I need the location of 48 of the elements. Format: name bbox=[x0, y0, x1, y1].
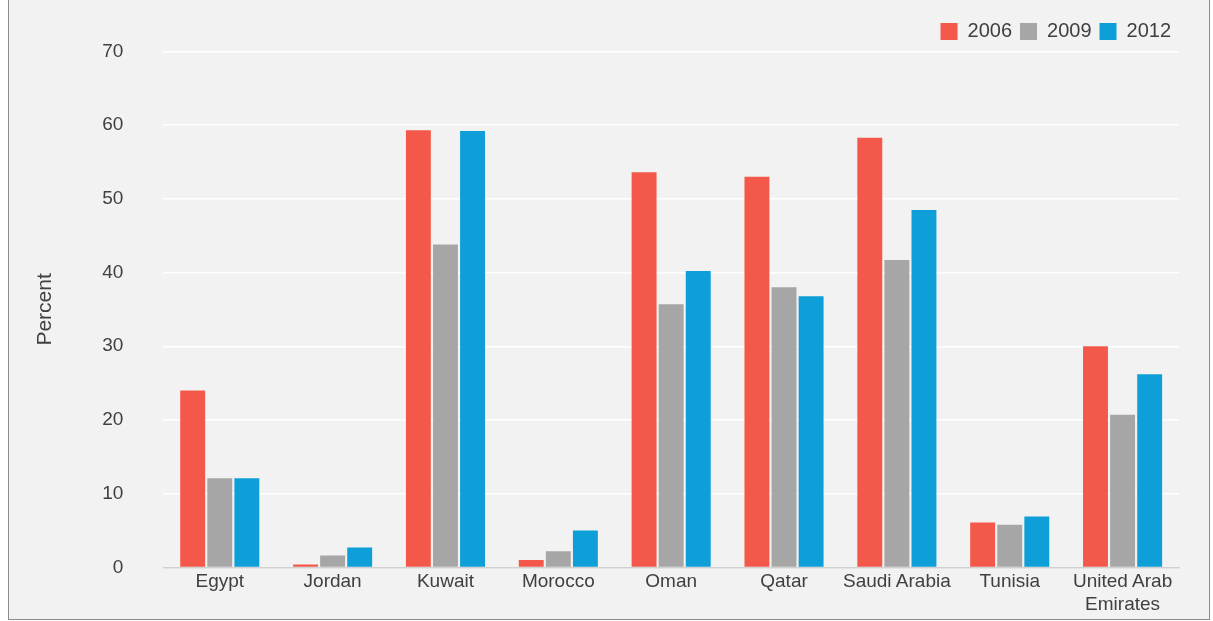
x-tick-label: Saudi Arabia bbox=[843, 570, 952, 592]
bar bbox=[234, 478, 260, 567]
bar bbox=[180, 390, 206, 567]
bar bbox=[884, 260, 910, 567]
bar bbox=[1110, 414, 1136, 567]
y-tick-label: 0 bbox=[112, 555, 124, 577]
y-tick-label: 30 bbox=[102, 334, 124, 356]
bar bbox=[631, 172, 657, 567]
y-axis-title: Percent bbox=[32, 273, 56, 346]
y-tick-label: 70 bbox=[102, 39, 124, 61]
y-tick-label: 10 bbox=[102, 481, 124, 503]
legend-label: 2006 bbox=[967, 18, 1013, 41]
bar bbox=[293, 564, 318, 567]
y-tick-label: 20 bbox=[102, 408, 124, 430]
x-tick-label: Qatar bbox=[760, 570, 809, 592]
bar bbox=[518, 560, 544, 567]
x-tick-label: Egypt bbox=[195, 570, 245, 592]
legend-label: 2009 bbox=[1047, 18, 1092, 41]
bar bbox=[911, 209, 937, 567]
y-tick-label: 40 bbox=[102, 260, 124, 282]
legend-label: 2012 bbox=[1126, 18, 1172, 41]
bar bbox=[207, 478, 233, 567]
bar bbox=[658, 304, 684, 567]
bar bbox=[433, 244, 458, 567]
bar bbox=[320, 555, 346, 567]
bar bbox=[1137, 374, 1163, 567]
x-tick-label: United Arab Emirates bbox=[1072, 570, 1173, 614]
x-tick-label: Oman bbox=[645, 570, 698, 592]
bar bbox=[771, 287, 797, 567]
bar bbox=[460, 131, 486, 567]
x-tick-label: Morocco bbox=[521, 570, 595, 592]
bar bbox=[405, 130, 431, 567]
x-tick-label: Jordan bbox=[303, 570, 362, 592]
x-tick-label: Tunisia bbox=[979, 570, 1041, 592]
y-tick-label: 50 bbox=[102, 187, 124, 209]
bar bbox=[970, 522, 996, 567]
bar bbox=[685, 271, 711, 567]
bar bbox=[798, 296, 824, 567]
bar bbox=[572, 530, 598, 567]
x-tick-label: Kuwait bbox=[416, 570, 475, 592]
bar bbox=[857, 137, 883, 567]
bar bbox=[1083, 346, 1108, 567]
bar bbox=[347, 547, 373, 567]
bar bbox=[545, 551, 571, 567]
bar bbox=[744, 176, 770, 567]
bar bbox=[997, 524, 1023, 567]
bar bbox=[1024, 516, 1050, 567]
y-tick-label: 60 bbox=[102, 113, 124, 135]
